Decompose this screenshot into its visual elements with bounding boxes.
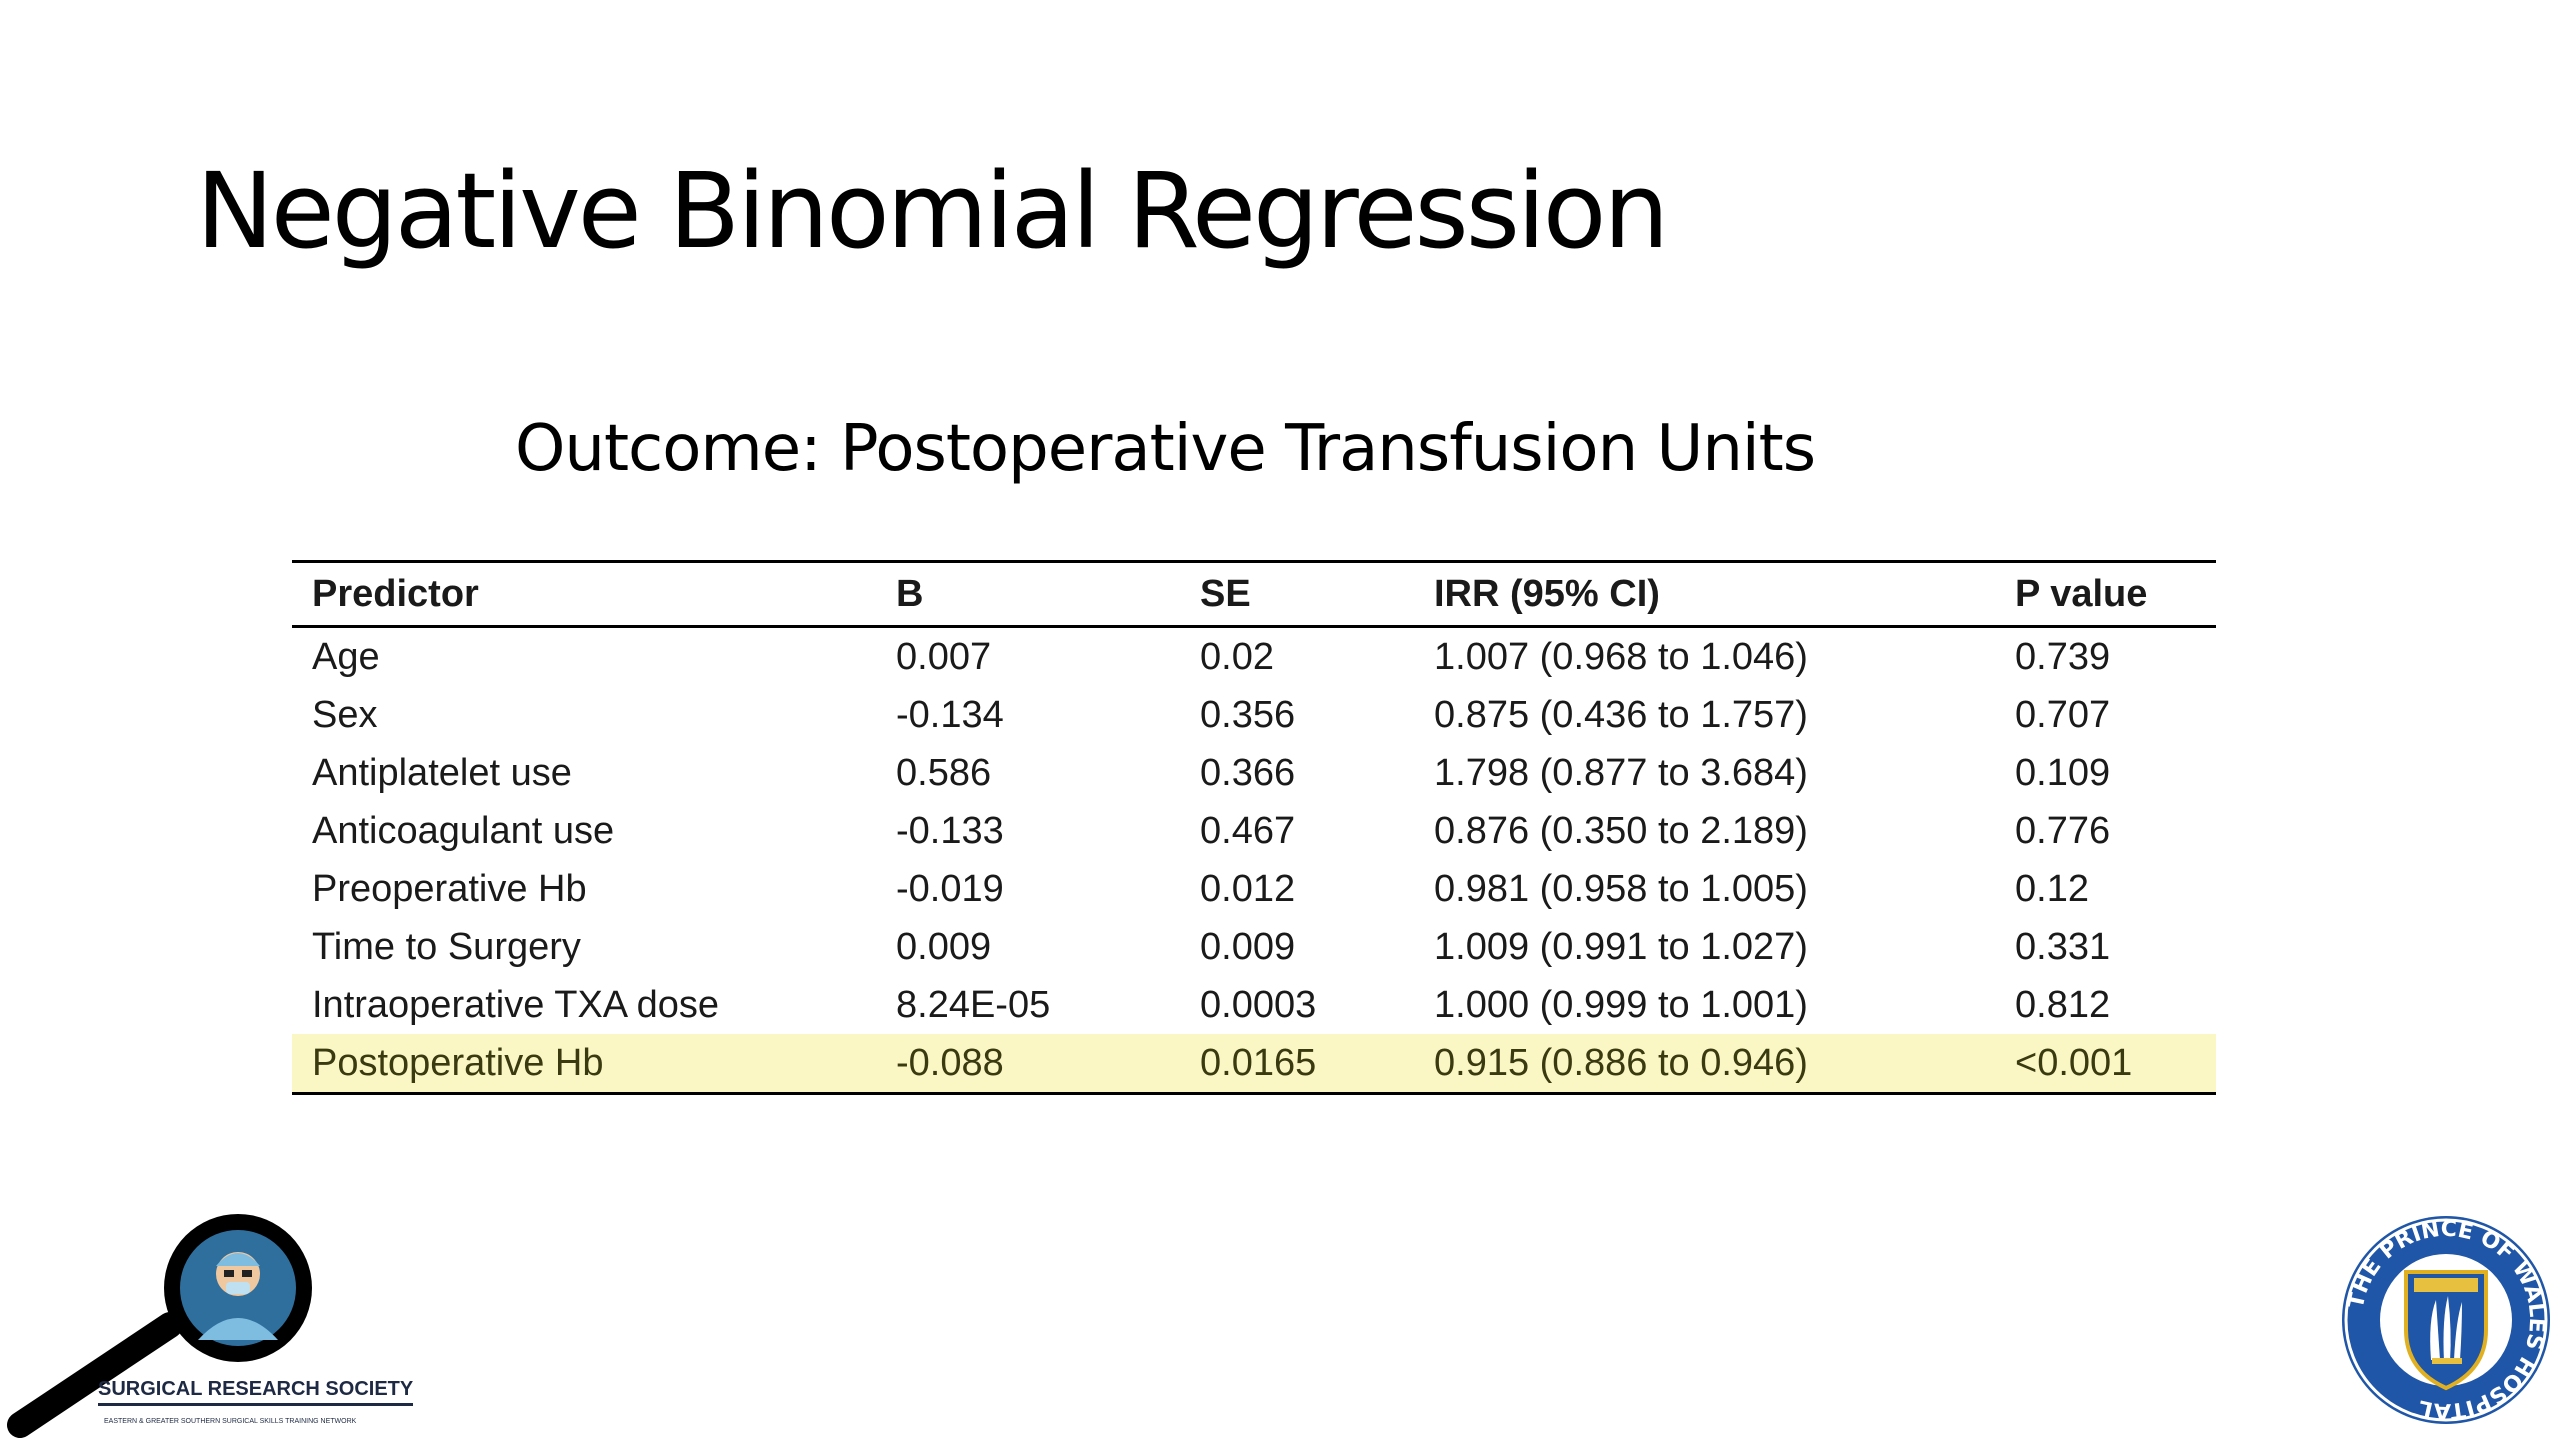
table-row: Preoperative Hb -0.019 0.012 0.981 (0.95…: [292, 860, 2216, 918]
cell-se: 0.02: [1200, 635, 1274, 678]
magnifier-surgeon-icon: [7, 1214, 312, 1438]
society-tagline: EASTERN & GREATER SOUTHERN SURGICAL SKIL…: [104, 1418, 357, 1425]
cell-b: -0.019: [896, 867, 1004, 910]
table-row: Intraoperative TXA dose 8.24E-05 0.0003 …: [292, 976, 2216, 1034]
slide-title: Negative Binomial Regression: [196, 150, 1669, 272]
cell-b: -0.133: [896, 809, 1004, 852]
cell-se: 0.0165: [1180, 1034, 1414, 1095]
table-row: Antiplatelet use 0.586 0.366 1.798 (0.87…: [292, 744, 2216, 802]
cell-irr: 1.798 (0.877 to 3.684): [1434, 751, 1808, 794]
table-header-row: Predictor B SE IRR (95% CI) P value: [292, 560, 2216, 628]
cell-p: 0.707: [2015, 693, 2111, 736]
cell-predictor: Anticoagulant use: [312, 809, 615, 852]
cell-predictor: Preoperative Hb: [312, 867, 587, 910]
cell-p: <0.001: [1995, 1034, 2216, 1095]
cell-predictor: Antiplatelet use: [312, 751, 572, 794]
table-row: Time to Surgery 0.009 0.009 1.009 (0.991…: [292, 918, 2216, 976]
cell-irr: 1.007 (0.968 to 1.046): [1434, 635, 1808, 678]
hospital-crest-icon: THE PRINCE OF WALES HOSPITAL: [2342, 1216, 2550, 1424]
header-p-value: P value: [1995, 560, 2216, 628]
table-row-highlighted: Postoperative Hb -0.088 0.0165 0.915 (0.…: [292, 1034, 2216, 1095]
table-row: Sex -0.134 0.356 0.875 (0.436 to 1.757) …: [292, 686, 2216, 744]
cell-p: 0.776: [2015, 809, 2111, 852]
cell-irr: 0.915 (0.886 to 0.946): [1414, 1034, 1995, 1095]
cell-predictor: Time to Surgery: [312, 925, 581, 968]
cell-b: 0.586: [896, 751, 992, 794]
cell-se: 0.356: [1200, 693, 1296, 736]
cell-b: 8.24E-05: [896, 983, 1051, 1026]
header-predictor: Predictor: [292, 560, 876, 628]
cell-predictor: Sex: [312, 693, 378, 736]
cell-irr: 0.875 (0.436 to 1.757): [1434, 693, 1808, 736]
header-se: SE: [1180, 560, 1414, 628]
cell-se: 0.009: [1200, 925, 1296, 968]
cell-p: 0.739: [2015, 635, 2111, 678]
cell-b: -0.134: [896, 693, 1004, 736]
cell-p: 0.331: [2015, 925, 2111, 968]
header-irr: IRR (95% CI): [1414, 560, 1995, 628]
header-b: B: [876, 560, 1180, 628]
cell-p: 0.109: [2015, 751, 2111, 794]
cell-se: 0.012: [1200, 867, 1296, 910]
cell-predictor: Postoperative Hb: [292, 1034, 876, 1095]
cell-predictor: Age: [312, 635, 380, 678]
cell-b: 0.007: [896, 635, 992, 678]
prince-of-wales-hospital-logo: THE PRINCE OF WALES HOSPITAL: [2336, 1210, 2556, 1430]
cell-irr: 0.876 (0.350 to 2.189): [1434, 809, 1808, 852]
table-row: Anticoagulant use -0.133 0.467 0.876 (0.…: [292, 802, 2216, 860]
cell-b: -0.088: [876, 1034, 1180, 1095]
cell-se: 0.0003: [1200, 983, 1317, 1026]
slide-subtitle: Outcome: Postoperative Transfusion Units: [515, 412, 1816, 486]
regression-table: Predictor B SE IRR (95% CI) P value Age …: [292, 560, 2216, 1095]
cell-se: 0.366: [1200, 751, 1296, 794]
cell-predictor: Intraoperative TXA dose: [312, 983, 719, 1026]
cell-p: 0.12: [2015, 867, 2089, 910]
cell-irr: 1.000 (0.999 to 1.001): [1434, 983, 1808, 1026]
society-name: SURGICAL RESEARCH SOCIETY: [98, 1378, 414, 1406]
surgical-research-society-logo: SURGICAL RESEARCH SOCIETY EASTERN & GREA…: [0, 1200, 430, 1440]
cell-p: 0.812: [2015, 983, 2111, 1026]
cell-b: 0.009: [896, 925, 992, 968]
cell-se: 0.467: [1200, 809, 1296, 852]
cell-irr: 0.981 (0.958 to 1.005): [1434, 867, 1808, 910]
table-row: Age 0.007 0.02 1.007 (0.968 to 1.046) 0.…: [292, 627, 2216, 687]
cell-irr: 1.009 (0.991 to 1.027): [1434, 925, 1808, 968]
